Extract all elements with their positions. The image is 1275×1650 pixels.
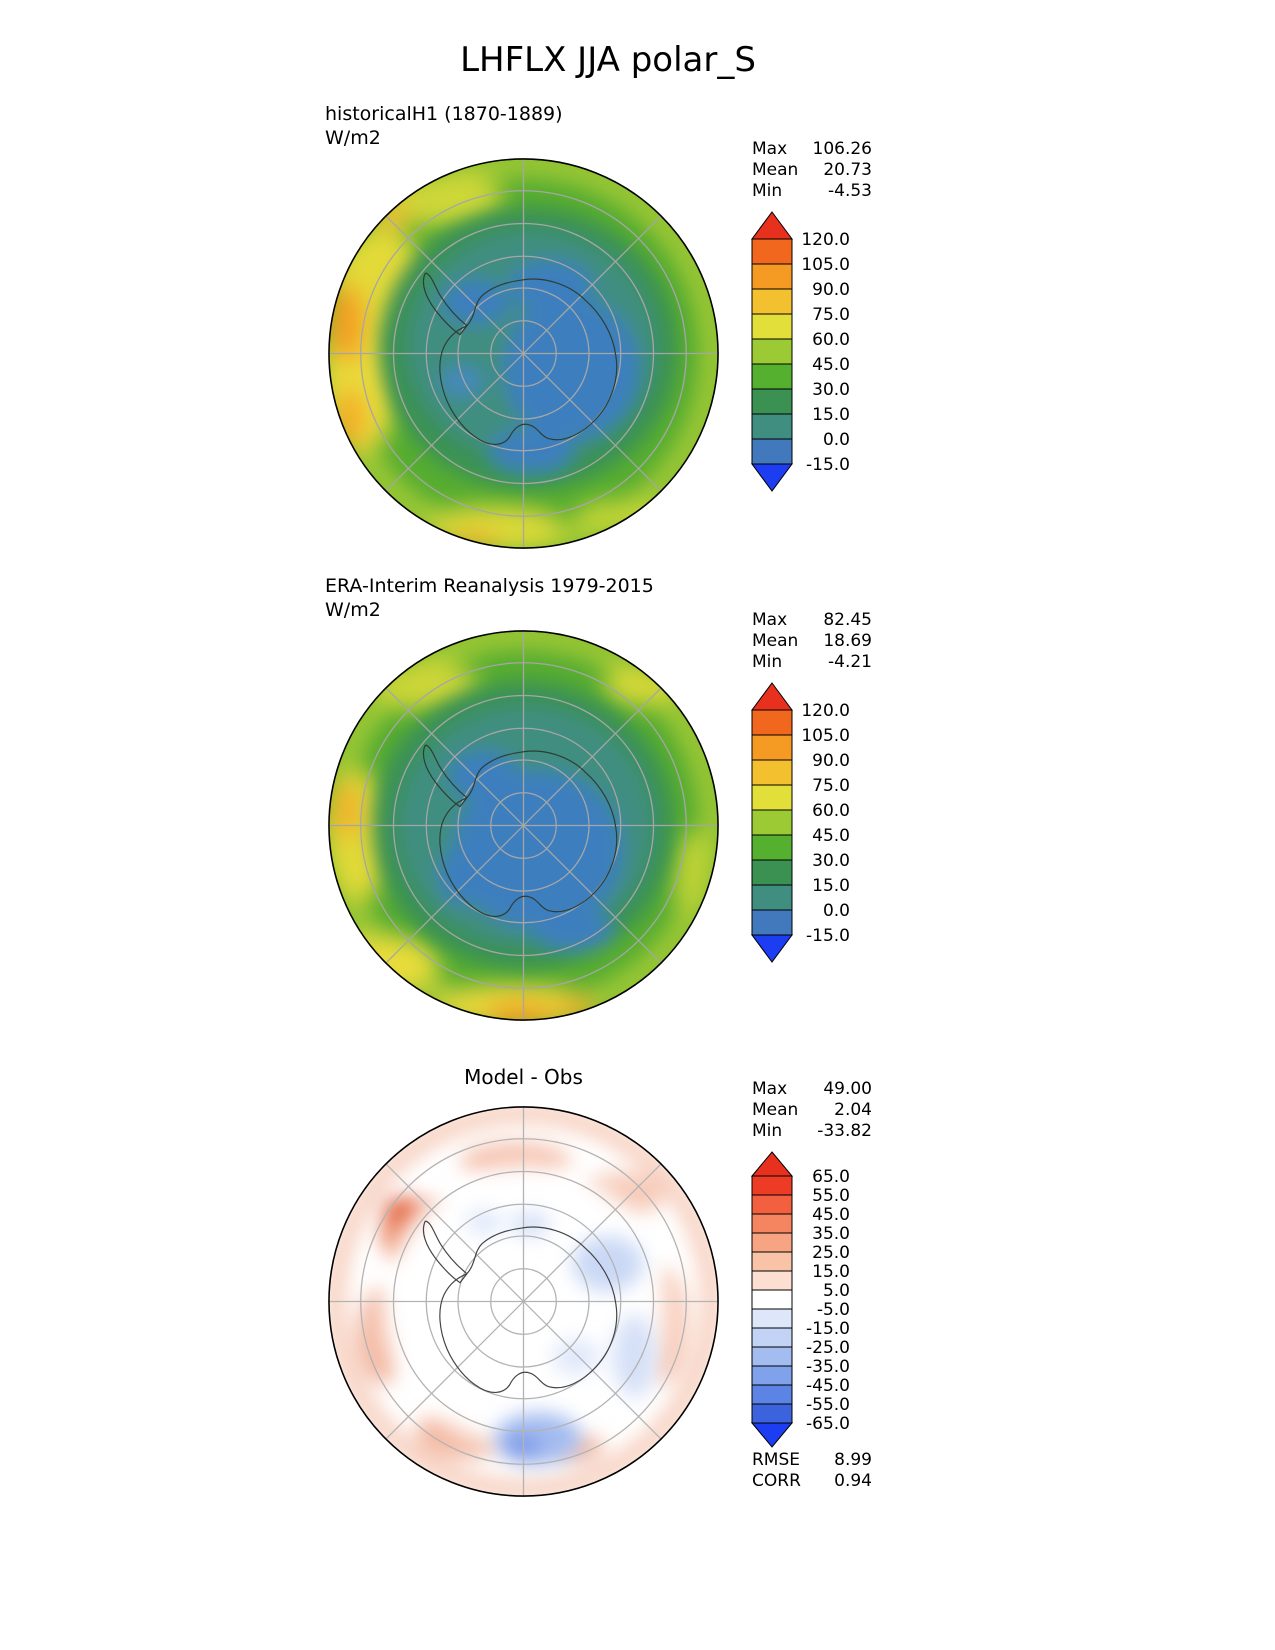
svg-text:55.0: 55.0 [812,1186,850,1206]
svg-text:-25.0: -25.0 [806,1338,850,1358]
svg-text:30.0: 30.0 [812,851,850,871]
stat-row: Mean 20.73 [752,160,872,180]
svg-text:65.0: 65.0 [812,1167,850,1187]
svg-text:-15.0: -15.0 [806,455,850,475]
svg-text:-15.0: -15.0 [806,1319,850,1339]
svg-text:15.0: 15.0 [812,1262,850,1282]
colorbar-model: 120.0 105.0 90.0 75.0 60.0 45.0 30.0 15.0 0.0 -15… [751,211,864,492]
svg-text:5.0: 5.0 [823,1281,850,1301]
map-obs [328,630,719,1021]
map-outline [328,630,719,1021]
stat-row: Min -4.21 [752,652,872,672]
svg-text:0.0: 0.0 [823,901,850,921]
svg-text:30.0: 30.0 [812,380,850,400]
stat-row: Max 82.45 [752,610,872,630]
map-diff [328,1106,719,1497]
svg-text:120.0: 120.0 [801,701,850,721]
graticule [328,1106,719,1497]
svg-text:45.0: 45.0 [812,355,850,375]
svg-text:-65.0: -65.0 [806,1414,850,1434]
negative-diff-blobs [465,1210,657,1465]
svg-text:25.0: 25.0 [812,1243,850,1263]
svg-text:90.0: 90.0 [812,280,850,300]
map-model [328,158,719,549]
svg-text:35.0: 35.0 [812,1224,850,1244]
svg-text:0.0: 0.0 [823,430,850,450]
stat-row: Max 106.26 [752,139,872,159]
svg-text:45.0: 45.0 [812,1205,850,1225]
stat-row: CORR 0.94 [752,1471,872,1491]
stat-row: Mean 2.04 [752,1100,872,1120]
graticule [328,630,719,1021]
stat-row: Mean 18.69 [752,631,872,651]
panel-obs-units: W/m2 [325,599,381,621]
stat-row: Min -4.53 [752,181,872,201]
stat-row: Min -33.82 [752,1121,872,1141]
stats-diff: Max 49.00 Mean 2.04 Min -33.82 [752,1079,872,1142]
svg-text:-15.0: -15.0 [806,926,850,946]
colorbar-diff: 65.0 55.0 45.0 35.0 25.0 15.0 5.0 -5.0 -15.0 -25.… [750,1151,864,1448]
metrics-diff: RMSE 8.99 CORR 0.94 [752,1450,872,1492]
svg-text:15.0: 15.0 [812,405,850,425]
stat-row: Max 49.00 [752,1079,872,1099]
svg-text:75.0: 75.0 [812,776,850,796]
svg-text:45.0: 45.0 [812,826,850,846]
stats-obs: Max 82.45 Mean 18.69 Min -4.21 [752,610,872,673]
panel-obs-title: ERA-Interim Reanalysis 1979-2015 [325,575,654,597]
svg-text:75.0: 75.0 [812,305,850,325]
panel-model-units: W/m2 [325,127,381,149]
svg-text:-55.0: -55.0 [806,1395,850,1415]
stats-model: Max 106.26 Mean 20.73 Min -4.53 [752,139,872,202]
svg-text:120.0: 120.0 [801,230,850,250]
map-outline [328,158,719,549]
svg-text:105.0: 105.0 [801,726,850,746]
svg-text:90.0: 90.0 [812,751,850,771]
map-outline [328,1106,719,1497]
stat-row: RMSE 8.99 [752,1450,872,1470]
panel-model-title: historicalH1 (1870-1889) [325,103,563,125]
svg-text:15.0: 15.0 [812,876,850,896]
panel-diff-title: Model - Obs [464,1065,583,1089]
svg-text:-45.0: -45.0 [806,1376,850,1396]
colorbar-obs: 120.0 105.0 90.0 75.0 60.0 45.0 30.0 15.0 0.0 -15… [751,682,864,963]
svg-text:105.0: 105.0 [801,255,850,275]
svg-text:60.0: 60.0 [812,330,850,350]
figure-title: LHFLX JJA polar_S [460,40,756,80]
svg-text:-5.0: -5.0 [817,1300,850,1320]
svg-text:-35.0: -35.0 [806,1357,850,1377]
svg-text:60.0: 60.0 [812,801,850,821]
graticule [328,158,719,549]
